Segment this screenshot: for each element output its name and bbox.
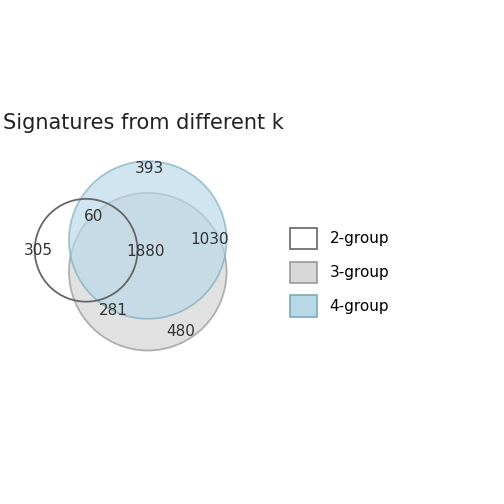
Text: 305: 305 <box>24 243 52 258</box>
Text: 60: 60 <box>84 209 103 223</box>
Title: Signatures from different k: Signatures from different k <box>3 113 284 133</box>
Text: 393: 393 <box>135 161 164 176</box>
Text: 281: 281 <box>99 303 128 318</box>
Text: 480: 480 <box>166 324 195 339</box>
Circle shape <box>69 193 227 350</box>
Legend: 2-group, 3-group, 4-group: 2-group, 3-group, 4-group <box>282 220 397 325</box>
Text: 1030: 1030 <box>190 232 229 247</box>
Text: 1880: 1880 <box>127 244 165 260</box>
Circle shape <box>69 161 227 319</box>
